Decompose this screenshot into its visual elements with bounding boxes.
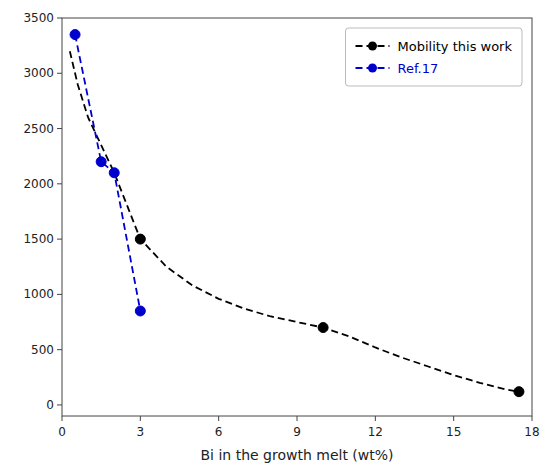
series-points: [70, 30, 145, 316]
y-tick-label: 3500: [23, 11, 54, 25]
chart-svg: 0 3 6 9 12 15 18 0 500 1000 1500 2000 2500 3000 3500 Bi…: [0, 0, 550, 474]
data-point: [318, 323, 328, 333]
legend-box: [346, 28, 523, 86]
x-tick: [62, 416, 63, 421]
y-tick: [57, 73, 62, 74]
data-point: [514, 387, 524, 397]
data-point: [96, 157, 106, 167]
chart-container: 0 3 6 9 12 15 18 0 500 1000 1500 2000 2500 3000 3500 Bi…: [0, 0, 550, 474]
data-point: [135, 306, 145, 316]
x-tick-label: 0: [58, 425, 66, 439]
y-tick: [57, 349, 62, 350]
y-tick-label: 0: [46, 398, 54, 412]
x-tick: [218, 416, 219, 421]
plot-frame: [62, 18, 532, 416]
data-point: [135, 234, 145, 244]
x-tick-label: 15: [446, 425, 461, 439]
x-tick-label: 12: [368, 425, 383, 439]
x-tick-label: 18: [524, 425, 539, 439]
legend: Mobility this work Ref.17: [346, 28, 523, 86]
y-tick: [57, 239, 62, 240]
y-axis: 0 500 1000 1500 2000 2500 3000 3500: [23, 11, 62, 412]
y-tick: [57, 294, 62, 295]
data-point: [109, 168, 119, 178]
x-tick: [297, 416, 298, 421]
series-line: [75, 35, 140, 311]
x-tick-label: 9: [293, 425, 301, 439]
background: [0, 0, 550, 474]
x-tick: [140, 416, 141, 421]
y-tick: [57, 183, 62, 184]
x-tick-label: 6: [215, 425, 223, 439]
y-tick-label: 2000: [23, 177, 54, 191]
y-tick-label: 2500: [23, 122, 54, 136]
legend-label: Ref.17: [398, 61, 439, 76]
legend-symbol-marker: [368, 64, 377, 73]
series-line: [70, 51, 519, 392]
series-points: [135, 234, 524, 397]
y-tick: [57, 404, 62, 405]
x-tick-label: 3: [137, 425, 145, 439]
y-tick-label: 500: [31, 343, 54, 357]
x-tick: [532, 416, 533, 421]
x-axis-label: Bi in the growth melt (wt%): [201, 447, 394, 463]
legend-label: Mobility this work: [398, 39, 513, 54]
y-tick: [57, 18, 62, 19]
y-tick-label: 3000: [23, 66, 54, 80]
x-axis: 0 3 6 9 12 15 18: [58, 416, 539, 439]
y-tick-label: 1500: [23, 232, 54, 246]
x-tick: [453, 416, 454, 421]
y-tick-label: 1000: [23, 287, 54, 301]
x-tick: [375, 416, 376, 421]
y-tick: [57, 128, 62, 129]
legend-symbol-marker: [368, 42, 377, 51]
data-point: [70, 30, 80, 40]
